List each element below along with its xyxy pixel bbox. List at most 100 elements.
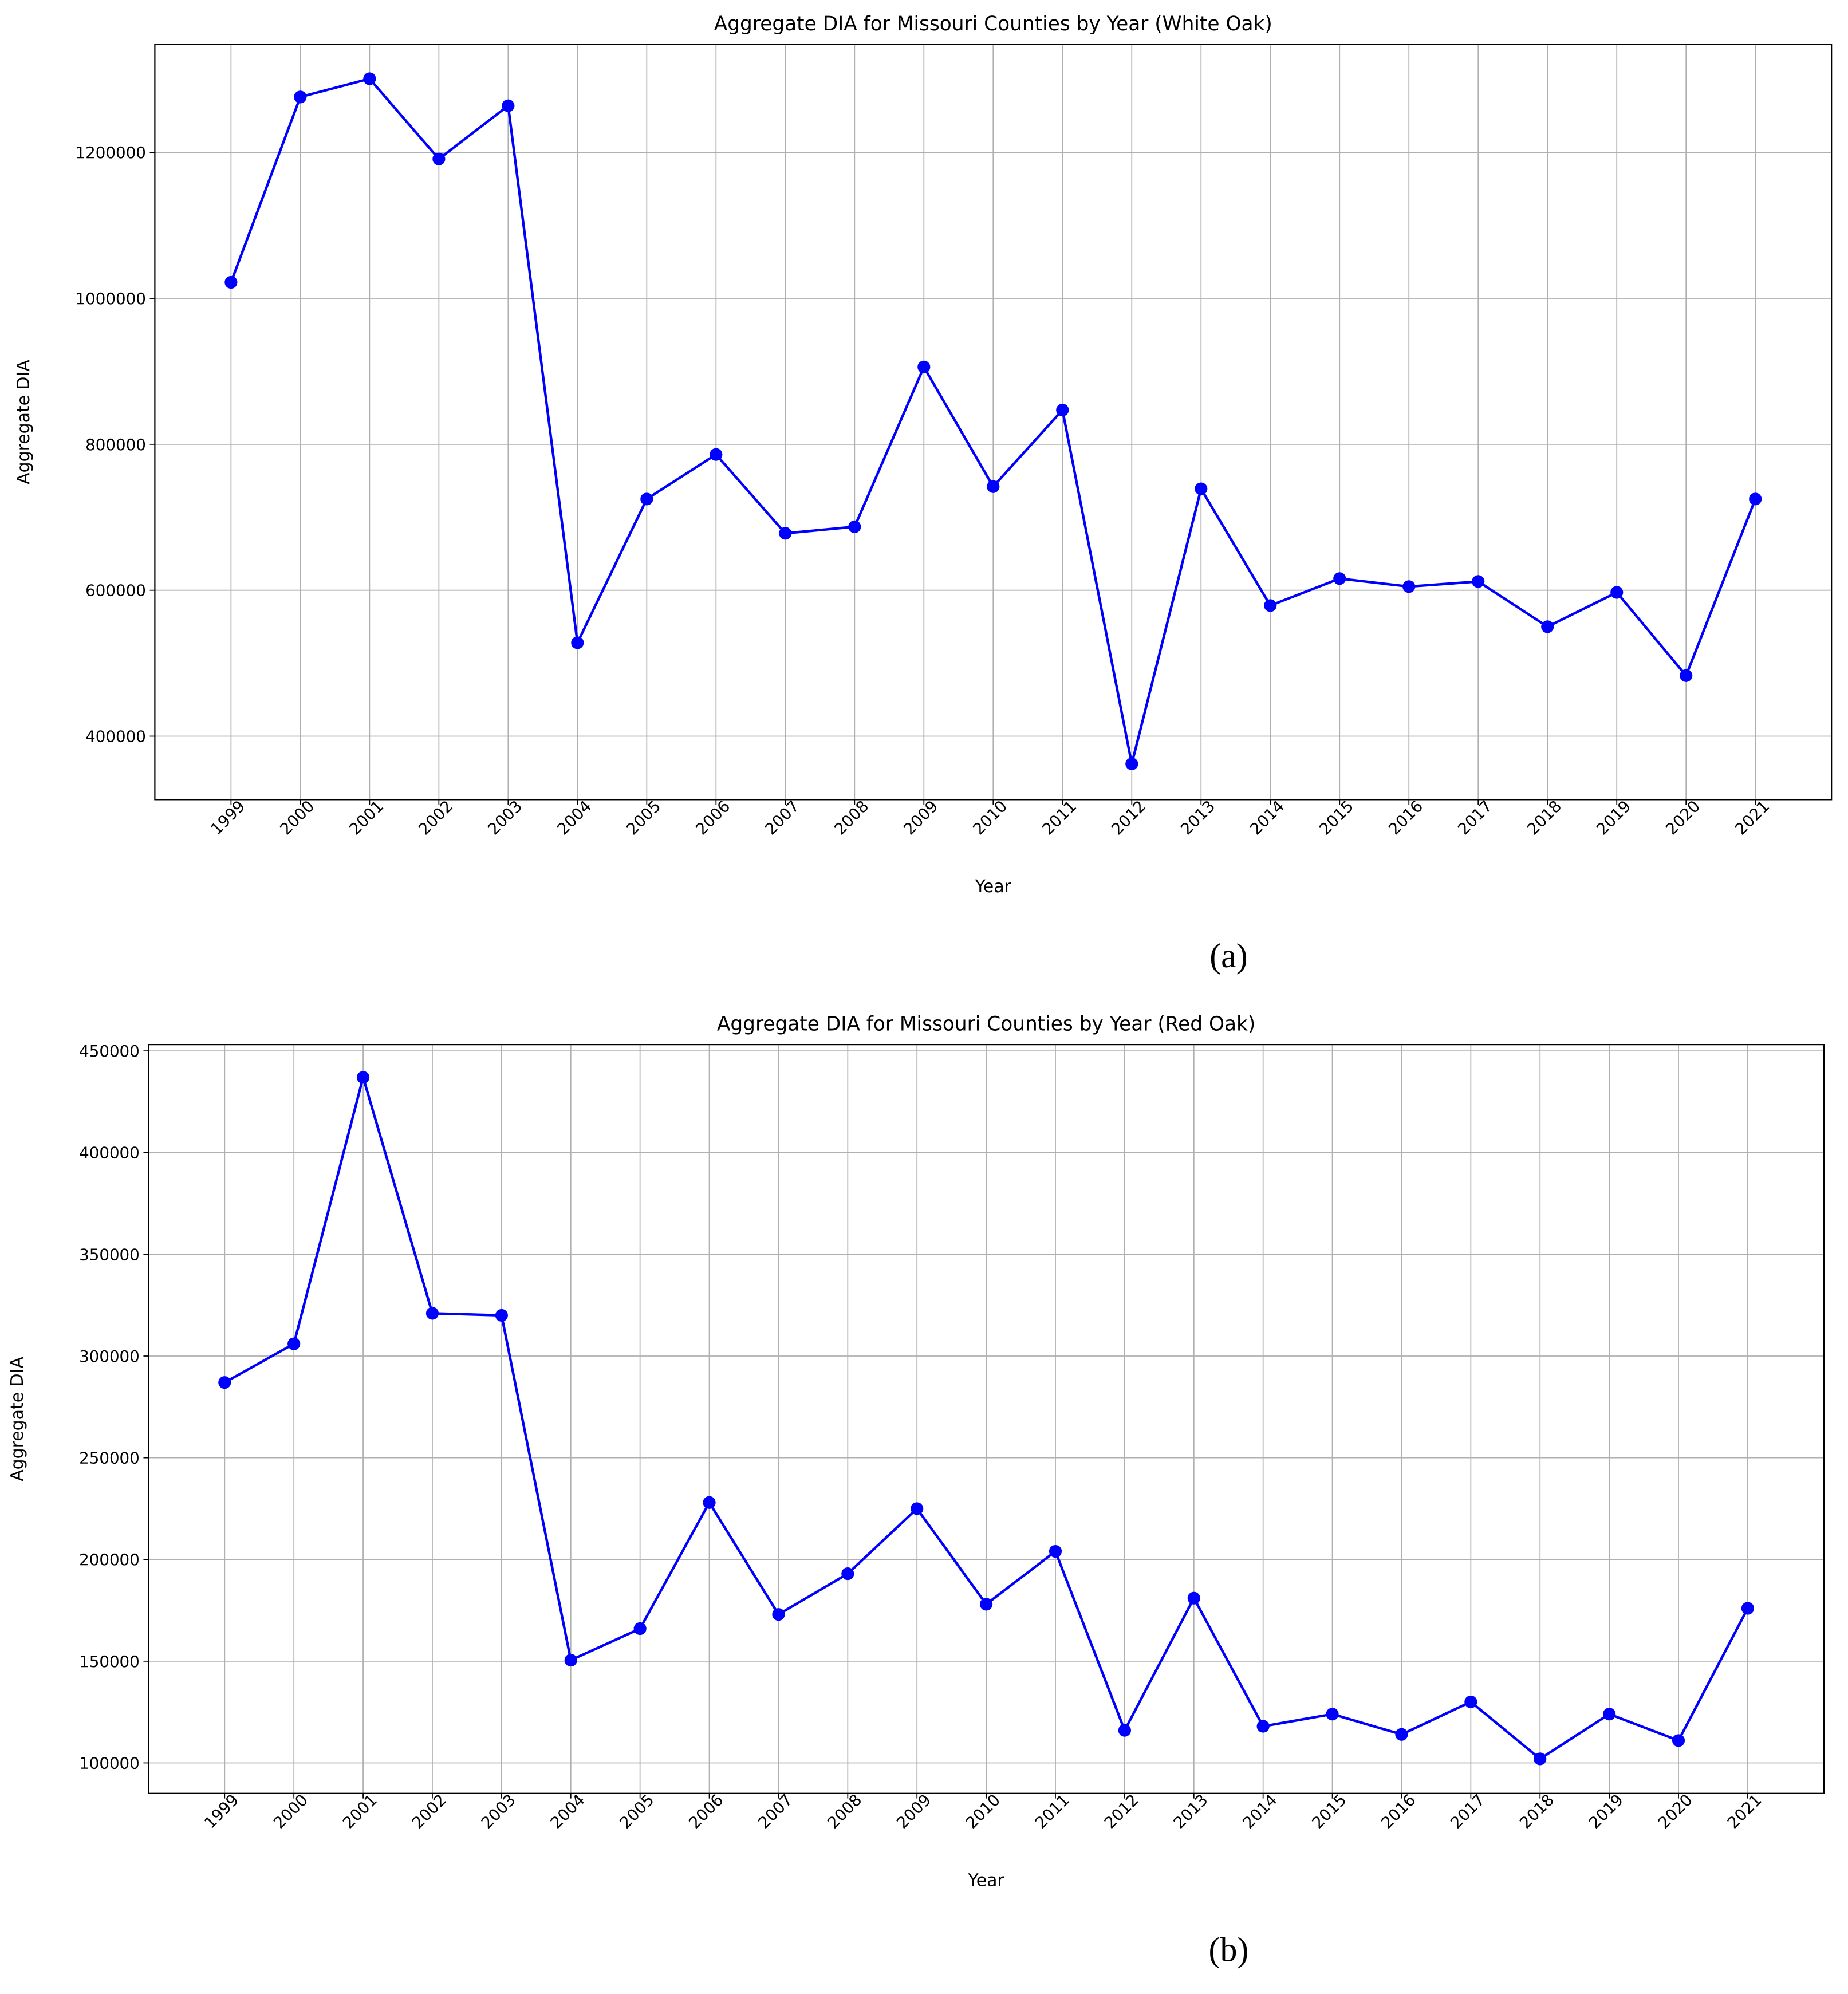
x-tick-label: 2004	[553, 797, 595, 838]
data-point	[1402, 580, 1416, 593]
x-tick-label: 2015	[1315, 797, 1357, 838]
x-tick-label: 2021	[1724, 1791, 1766, 1833]
data-point	[1326, 1708, 1339, 1721]
data-point	[1256, 1720, 1270, 1733]
data-point	[911, 1502, 924, 1515]
data-point	[571, 636, 584, 649]
data-point	[425, 1307, 439, 1320]
data-point	[1603, 1708, 1616, 1721]
x-tick-label: 2008	[830, 797, 872, 838]
x-tick-label: 2003	[478, 1791, 519, 1833]
x-axis-label: Year	[975, 877, 1012, 897]
x-tick-label: 2007	[761, 797, 803, 838]
y-tick-label: 350000	[79, 1245, 140, 1264]
data-point	[1541, 620, 1554, 633]
x-tick-label: 2001	[339, 1791, 381, 1833]
data-point	[1049, 1544, 1062, 1558]
x-tick-label: 2000	[270, 1791, 312, 1833]
data-point	[1395, 1728, 1408, 1741]
caption: (b)	[1209, 1930, 1249, 1968]
x-tick-label: 2021	[1731, 797, 1773, 838]
data-point	[363, 72, 376, 85]
data-point	[841, 1567, 854, 1581]
data-point	[1610, 586, 1624, 599]
data-point	[1749, 492, 1762, 506]
y-tick-label: 150000	[79, 1652, 140, 1671]
data-point	[1741, 1602, 1754, 1615]
data-point	[1195, 482, 1208, 495]
x-tick-label: 2015	[1308, 1791, 1350, 1833]
y-axis-label: Aggregate DIA	[14, 360, 34, 484]
data-point	[1333, 572, 1346, 585]
data-point	[710, 448, 723, 461]
data-point	[218, 1376, 231, 1389]
data-point	[432, 152, 446, 165]
data-point	[502, 99, 515, 112]
x-tick-label: 2014	[1239, 1791, 1280, 1833]
x-tick-label: 2004	[547, 1791, 589, 1833]
chart-title: Aggregate DIA for Missouri Counties by Y…	[714, 13, 1272, 36]
x-tick-label: 2019	[1585, 1791, 1627, 1833]
x-tick-label: 1999	[207, 797, 249, 838]
y-tick-label: 300000	[79, 1347, 140, 1366]
x-tick-label: 2009	[893, 1791, 935, 1833]
y-tick-label: 250000	[79, 1449, 140, 1468]
data-point	[1125, 757, 1138, 771]
data-point	[224, 275, 238, 289]
plot-frame	[154, 44, 1833, 801]
x-tick-label: 2007	[754, 1791, 796, 1833]
data-point	[848, 520, 861, 533]
x-tick-label: 2017	[1454, 797, 1496, 838]
data-point	[495, 1309, 508, 1322]
x-tick-label: 2018	[1523, 797, 1565, 838]
data-point	[980, 1598, 993, 1611]
y-tick-label: 1200000	[76, 143, 146, 162]
data-point	[1264, 599, 1277, 612]
x-tick-label: 2018	[1516, 1791, 1558, 1833]
x-tick-label: 2010	[969, 797, 1011, 838]
caption: (a)	[1209, 937, 1247, 975]
x-tick-label: 2005	[622, 797, 664, 838]
x-tick-label: 2002	[408, 1791, 450, 1833]
data-point	[1472, 575, 1485, 588]
data-point	[917, 360, 931, 373]
data-point	[294, 90, 307, 104]
data-point	[987, 480, 1000, 493]
y-tick-label: 1000000	[76, 289, 146, 308]
y-tick-label: 100000	[79, 1753, 140, 1772]
data-point	[1056, 403, 1069, 417]
x-tick-label: 2019	[1593, 797, 1634, 838]
x-tick-label: 2005	[616, 1791, 657, 1833]
x-tick-label: 2006	[692, 797, 734, 838]
y-tick-label: 800000	[85, 435, 146, 454]
x-axis-label: Year	[967, 1871, 1004, 1891]
data-point	[287, 1337, 301, 1350]
data-point	[640, 492, 653, 506]
y-tick-label: 400000	[85, 727, 146, 746]
x-tick-label: 2020	[1654, 1791, 1696, 1833]
x-tick-label: 2016	[1385, 797, 1427, 838]
x-tick-label: 2001	[345, 797, 387, 838]
plot-frame	[148, 1044, 1825, 1794]
y-tick-label: 600000	[85, 581, 146, 600]
x-tick-label: 2008	[823, 1791, 865, 1833]
x-tick-label: 2002	[415, 797, 456, 838]
x-tick-label: 2003	[484, 797, 526, 838]
data-point	[1464, 1695, 1477, 1708]
data-point	[772, 1608, 785, 1621]
x-tick-label: 2012	[1101, 1791, 1142, 1833]
x-tick-label: 2006	[685, 1791, 727, 1833]
data-point	[1118, 1724, 1131, 1737]
x-tick-label: 2000	[276, 797, 318, 838]
x-tick-label: 2013	[1177, 797, 1219, 838]
x-tick-label: 1999	[200, 1791, 242, 1833]
x-tick-label: 2011	[1038, 797, 1080, 838]
chart-title: Aggregate DIA for Missouri Counties by Y…	[717, 1013, 1255, 1036]
data-point	[779, 527, 792, 540]
data-point	[564, 1653, 577, 1667]
y-tick-label: 450000	[79, 1042, 140, 1061]
x-tick-label: 2017	[1447, 1791, 1488, 1833]
x-tick-label: 2013	[1170, 1791, 1212, 1833]
